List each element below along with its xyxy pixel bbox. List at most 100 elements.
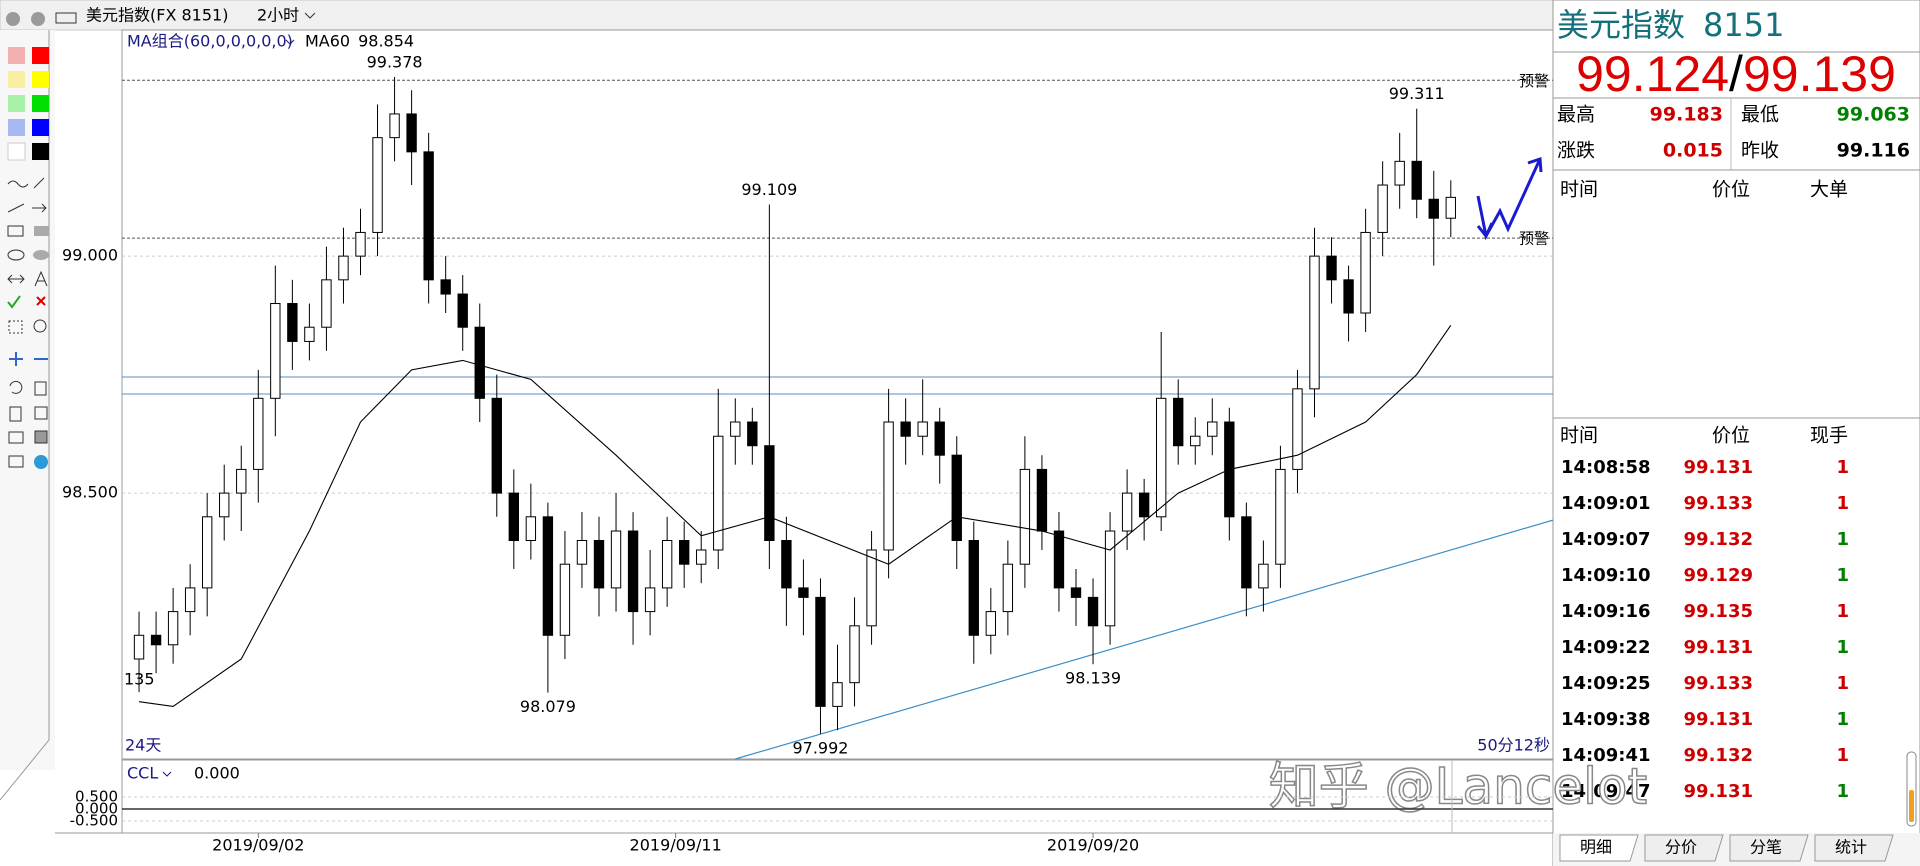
candle-body (730, 421, 741, 437)
trade-time: 14:09:07 (1561, 529, 1651, 550)
color-swatch[interactable] (8, 95, 25, 112)
tool-icon[interactable] (34, 455, 48, 469)
candle-body (798, 587, 809, 598)
candle-body (764, 445, 775, 542)
tool-icon[interactable] (7, 203, 25, 213)
tool-icon[interactable] (36, 296, 46, 306)
trade-price: 99.132 (1684, 529, 1753, 550)
tab-shape[interactable] (1729, 834, 1809, 862)
tool-icon[interactable] (34, 430, 48, 444)
tool-icon[interactable] (7, 295, 21, 309)
candle-body (593, 540, 605, 589)
candle-body (627, 530, 639, 613)
tab-label[interactable]: 分价 (1665, 838, 1697, 857)
candle-body (1275, 468, 1286, 565)
tool-icon[interactable] (9, 406, 22, 422)
tool-icon[interactable] (8, 455, 24, 468)
trade-volume: 1 (1836, 673, 1849, 694)
tool-icon[interactable] (34, 226, 49, 236)
color-swatch[interactable] (7, 142, 26, 161)
tool-icon[interactable] (33, 177, 45, 189)
x-tick-label: 2019/09/02 (212, 836, 304, 855)
candle-body (1087, 596, 1099, 627)
color-swatch[interactable] (8, 47, 25, 64)
tool-icon[interactable] (7, 249, 25, 261)
tab-label[interactable]: 明细 (1580, 838, 1612, 857)
color-swatch[interactable] (32, 143, 49, 160)
tab-shape[interactable] (1559, 834, 1639, 862)
candle-body (866, 549, 877, 627)
window-button[interactable] (31, 12, 45, 26)
x-tick-label: 2019/09/20 (1047, 836, 1139, 855)
candle-body (338, 255, 349, 281)
scrollbar-thumb[interactable] (1909, 790, 1914, 822)
color-swatch[interactable] (8, 71, 25, 88)
trade-volume: 1 (1836, 529, 1849, 550)
tab-shape[interactable] (1814, 834, 1894, 862)
stats: 最高 99.183 最低 99.063 涨跌 0.015 昨收 99.116 (1557, 104, 1910, 162)
instrument-name: 美元指数 (1557, 6, 1685, 44)
candle-body (696, 549, 707, 565)
color-swatch[interactable] (32, 71, 49, 88)
scrollbar[interactable] (1906, 751, 1917, 827)
tool-icon[interactable] (9, 352, 23, 366)
watermark: 知乎 @Lancelot (1269, 758, 1647, 816)
tool-icon[interactable] (7, 225, 24, 237)
tool-icon[interactable] (32, 203, 47, 213)
quote-panel (1552, 0, 1920, 866)
trade-time: 14:09:41 (1561, 745, 1651, 766)
trade-price: 99.133 (1684, 673, 1753, 694)
color-swatch[interactable] (8, 119, 25, 136)
candle-body (440, 279, 451, 295)
trade-time: 14:09:16 (1561, 601, 1651, 622)
subchart-name[interactable]: CCL (127, 764, 158, 783)
indicator-selector[interactable]: MA组合(60,0,0,0,0,0) (127, 32, 293, 51)
candle-body (287, 303, 298, 342)
tool-icon[interactable] (33, 250, 49, 260)
tool-icon[interactable] (34, 270, 48, 287)
candle-body (1326, 255, 1337, 281)
tool-icon[interactable] (8, 431, 24, 444)
dropdown-arrow[interactable] (304, 12, 316, 19)
countdown: 50分12秒 (1477, 736, 1550, 755)
color-swatch[interactable] (32, 47, 49, 64)
dropdown-arrow[interactable] (162, 771, 172, 777)
color-swatch[interactable] (32, 119, 49, 136)
candle-body (781, 540, 792, 589)
window-button[interactable] (6, 12, 20, 26)
candle-body (1104, 530, 1116, 627)
tool-icon[interactable] (7, 274, 25, 284)
tool-icon[interactable] (34, 381, 47, 396)
tabs: 明细 分价 分笔 统计 (1559, 834, 1894, 862)
tab-label[interactable]: 统计 (1835, 838, 1867, 857)
candle-body (1241, 516, 1252, 589)
tool-icon[interactable] (34, 406, 48, 420)
candle-body (1053, 530, 1065, 589)
candle-body (1002, 563, 1014, 613)
column-header: 大单 (1810, 179, 1848, 201)
color-swatch[interactable] (32, 95, 49, 112)
tool-icon[interactable] (33, 319, 47, 333)
tool-icon[interactable] (9, 380, 23, 394)
price-annotation: 99.109 (741, 180, 797, 199)
sub-y-tick-label: 0.500 (75, 788, 118, 806)
candle-body (1173, 397, 1184, 447)
candle-body (1360, 231, 1371, 314)
stat-value: 99.063 (1837, 104, 1910, 126)
tab-shape[interactable] (1644, 834, 1724, 862)
sub-y-tick-label: -0.500 (70, 812, 118, 830)
candle-body (968, 540, 979, 636)
x-tick-label: 2019/09/11 (630, 836, 722, 855)
stat-label: 昨收 (1741, 140, 1779, 162)
trade-time: 14:08:58 (1561, 457, 1651, 478)
hand-drawn-arrow (1476, 156, 1543, 241)
period-selector[interactable]: 2小时 (257, 6, 299, 25)
tool-icon[interactable] (8, 320, 23, 334)
tool-icon[interactable] (7, 180, 29, 188)
tab-label[interactable]: 分笔 (1750, 838, 1782, 857)
candle-body (576, 540, 588, 565)
trade-time: 14:09:25 (1561, 673, 1651, 694)
dropdown-arrow[interactable] (285, 39, 295, 45)
link-icon[interactable] (55, 12, 77, 24)
